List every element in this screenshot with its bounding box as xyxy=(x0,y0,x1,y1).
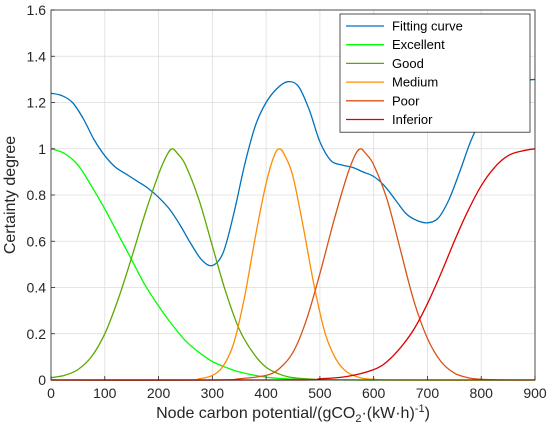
y-tick-label: 1.6 xyxy=(27,2,47,18)
x-tick-label: 400 xyxy=(254,385,278,401)
series-line-excellent xyxy=(50,148,535,381)
x-tick-label: 0 xyxy=(47,385,55,401)
legend-label: Medium xyxy=(392,75,438,90)
x-axis-label-main: Node carbon potential/(gCO xyxy=(156,405,355,422)
y-tick-label: 0.6 xyxy=(27,233,47,249)
x-tick-label: 700 xyxy=(416,385,440,401)
ticks: 0 100 200 300 400 500 600 700 800 900 0 0.2 0.4 0.6 0.… xyxy=(27,2,547,401)
series-line-poor xyxy=(50,148,536,381)
series-line-medium xyxy=(50,148,536,381)
x-tick-label: 100 xyxy=(93,385,117,401)
x-axis-label: Node carbon potential/(gCO2·(kW·h)-1) xyxy=(156,403,430,425)
x-tick-label: 800 xyxy=(470,385,494,401)
x-tick-label: 300 xyxy=(201,385,225,401)
x-axis-label-superscript: -1 xyxy=(415,403,425,415)
legend-label: Excellent xyxy=(392,37,445,52)
legend-box xyxy=(339,13,531,133)
x-tick-label: 500 xyxy=(308,385,332,401)
series-line-good xyxy=(50,148,536,381)
x-tick-label: 900 xyxy=(523,385,547,401)
legend-label: Inferior xyxy=(392,112,433,127)
y-tick-label: 0.2 xyxy=(27,326,47,342)
y-tick-label: 0.4 xyxy=(27,280,47,296)
y-tick-label: 1.4 xyxy=(27,48,47,64)
x-axis-label-subscript: 2 xyxy=(355,413,361,425)
legend: Fitting curve Excellent Good Medium Poor Infe… xyxy=(339,13,531,133)
legend-label: Fitting curve xyxy=(392,19,463,34)
legend-label: Good xyxy=(392,56,424,71)
y-tick-label: 0.8 xyxy=(27,187,47,203)
y-tick-label: 1.2 xyxy=(27,95,47,111)
y-axis-label: Certainty degree xyxy=(2,136,19,254)
x-axis-label-end: ) xyxy=(425,405,430,422)
series-line-fitting-curve xyxy=(50,78,536,267)
legend-label: Poor xyxy=(392,93,420,108)
y-tick-label: 1 xyxy=(38,141,46,157)
x-tick-label: 600 xyxy=(362,385,386,401)
x-tick-label: 200 xyxy=(147,385,171,401)
x-axis-label-middle: ·(kW·h) xyxy=(361,405,414,422)
y-tick-label: 0 xyxy=(38,372,46,388)
